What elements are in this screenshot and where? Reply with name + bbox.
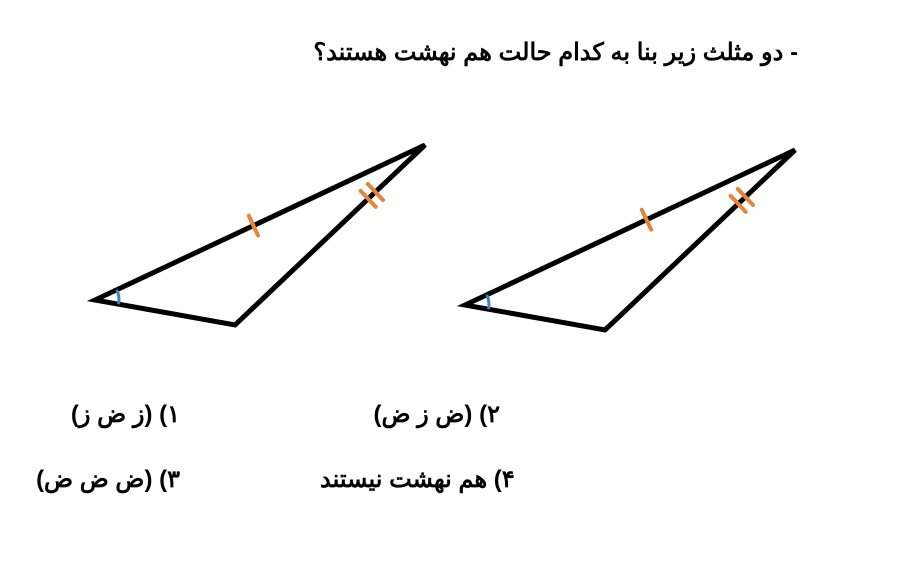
option-3-text: (ض ض ض) <box>36 466 152 493</box>
option-3-num: ۳) <box>159 466 180 493</box>
option-2-num: ۲) <box>479 401 500 428</box>
triangle-right <box>455 125 815 355</box>
option-4-num: ۴) <box>494 466 515 493</box>
question-text: - دو مثلث زیر بنا به کدام حالت هم نهشت ه… <box>313 38 798 67</box>
options-block: ۱) (ز ض ز) ۲) (ض ز ض) ۳) (ض ض ض) ۴) هم ن… <box>0 400 898 530</box>
option-1: ۱) (ز ض ز) <box>0 400 180 429</box>
option-3: ۳) (ض ض ض) <box>0 465 180 494</box>
option-1-num: ۱) <box>159 401 180 428</box>
option-2-text: (ض ز ض) <box>373 401 472 428</box>
option-row-1: ۱) (ز ض ز) ۲) (ض ز ض) <box>0 400 898 429</box>
option-4-text: هم نهشت نیستند <box>320 466 487 493</box>
diagram-area <box>0 120 898 360</box>
option-4: ۴) هم نهشت نیستند <box>320 465 515 494</box>
triangle-left <box>85 120 445 350</box>
option-1-text: (ز ض ز) <box>71 401 153 428</box>
option-2: ۲) (ض ز ض) <box>320 400 500 429</box>
option-row-2: ۳) (ض ض ض) ۴) هم نهشت نیستند <box>0 465 898 494</box>
